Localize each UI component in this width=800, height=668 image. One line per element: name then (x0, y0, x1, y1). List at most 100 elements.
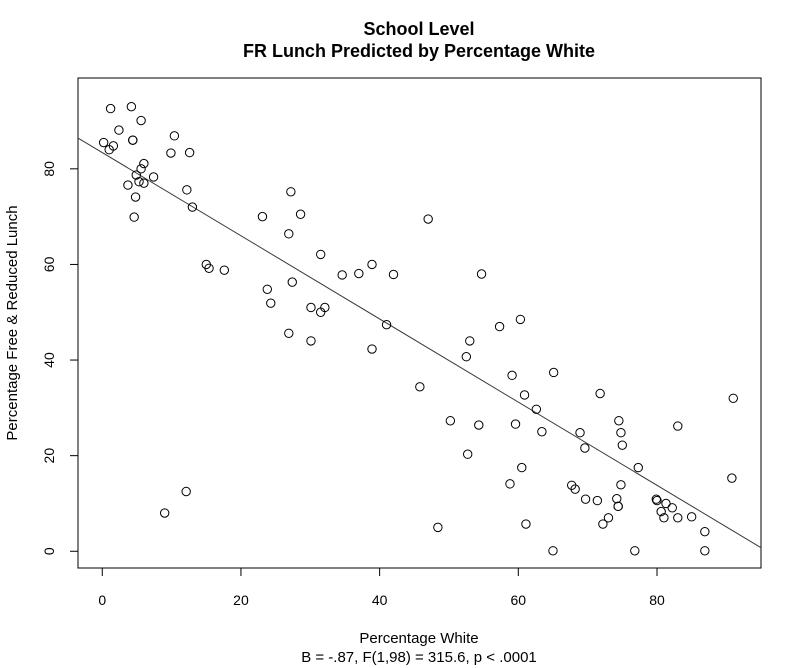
data-point (595, 388, 605, 399)
data-point (617, 440, 628, 450)
data-point (187, 202, 198, 212)
data-point (169, 131, 180, 141)
data-point (295, 209, 306, 219)
data-point (652, 495, 662, 506)
data-point (105, 103, 116, 114)
data-point (126, 101, 137, 112)
data-point (651, 494, 661, 504)
data-point (686, 512, 697, 522)
data-point (306, 336, 316, 346)
data-point (266, 298, 276, 308)
data-point (700, 526, 710, 537)
data-point (148, 172, 159, 182)
data-point (130, 192, 141, 202)
x-tick-label: 0 (98, 592, 106, 608)
data-point (614, 416, 624, 426)
data-point (659, 513, 669, 523)
data-point (415, 382, 425, 392)
data-point (510, 419, 521, 429)
regression-line (77, 137, 762, 549)
data-point (612, 493, 622, 504)
data-point (507, 370, 517, 381)
data-point (519, 390, 530, 400)
data-point (98, 137, 109, 148)
data-point (286, 187, 296, 197)
data-point (367, 259, 377, 270)
data-point (548, 367, 559, 378)
data-point (465, 336, 475, 346)
y-tick-label: 20 (41, 448, 57, 464)
data-point (633, 462, 643, 473)
data-point (128, 135, 138, 145)
data-point (337, 270, 347, 280)
data-point (354, 268, 364, 279)
data-point (129, 212, 139, 222)
data-point (306, 302, 316, 313)
y-tick-label: 40 (41, 352, 57, 368)
chart-title: School Level (363, 19, 474, 39)
data-point (445, 416, 456, 426)
data-point (616, 480, 626, 490)
data-point (433, 522, 443, 533)
data-point (315, 249, 326, 260)
data-point (727, 473, 737, 483)
data-point (388, 269, 399, 280)
data-point (613, 501, 623, 512)
y-axis-label: Percentage Free & Reduced Lunch (4, 205, 21, 440)
data-point (494, 321, 505, 332)
data-point (531, 404, 542, 414)
regression-line-group (77, 137, 762, 549)
data-point (673, 513, 683, 523)
data-point (580, 443, 590, 453)
data-point (700, 546, 710, 556)
y-tick-label: 0 (41, 547, 57, 555)
x-axis-sublabel: B = -.87, F(1,98) = 315.6, p < .0001 (301, 649, 537, 666)
data-point (575, 428, 585, 438)
data-point (139, 178, 149, 188)
data-point (423, 214, 433, 224)
data-point (204, 263, 214, 273)
x-tick-label: 80 (649, 592, 665, 608)
data-point (598, 519, 608, 529)
data-point (462, 449, 473, 459)
x-axis-label: Percentage White (359, 630, 478, 647)
data-point (616, 428, 626, 438)
data-point (136, 115, 146, 126)
data-point (181, 486, 191, 497)
data-point (570, 484, 580, 494)
data-point (159, 508, 170, 518)
data-point (630, 546, 640, 556)
data-point (381, 319, 392, 330)
data-point (131, 170, 141, 180)
y-axis: 0 20 40 60 80 (41, 161, 79, 555)
data-point (667, 503, 677, 513)
data-point (166, 148, 176, 158)
data-point (515, 314, 526, 325)
chart-subtitle: FR Lunch Predicted by Percentage White (243, 41, 595, 61)
plot-area-frame (77, 77, 762, 569)
data-point (476, 269, 487, 279)
data-point (134, 177, 144, 187)
data-point (580, 494, 591, 504)
data-point (123, 180, 133, 190)
data-point (537, 427, 547, 437)
data-point (257, 211, 268, 222)
data-point (661, 498, 671, 509)
data-point (656, 506, 666, 517)
data-point (728, 393, 738, 403)
data-point (284, 328, 294, 338)
data-point (114, 125, 124, 135)
data-point (517, 462, 527, 473)
x-tick-label: 40 (372, 592, 388, 608)
data-point (474, 420, 484, 430)
data-point (320, 302, 330, 313)
data-point (592, 495, 603, 506)
x-tick-label: 60 (511, 592, 527, 608)
data-point (184, 147, 195, 158)
data-point (219, 265, 230, 275)
data-point (108, 141, 119, 151)
x-axis: 0 20 40 60 80 (98, 567, 665, 608)
data-points (98, 101, 738, 556)
data-point (262, 284, 272, 294)
